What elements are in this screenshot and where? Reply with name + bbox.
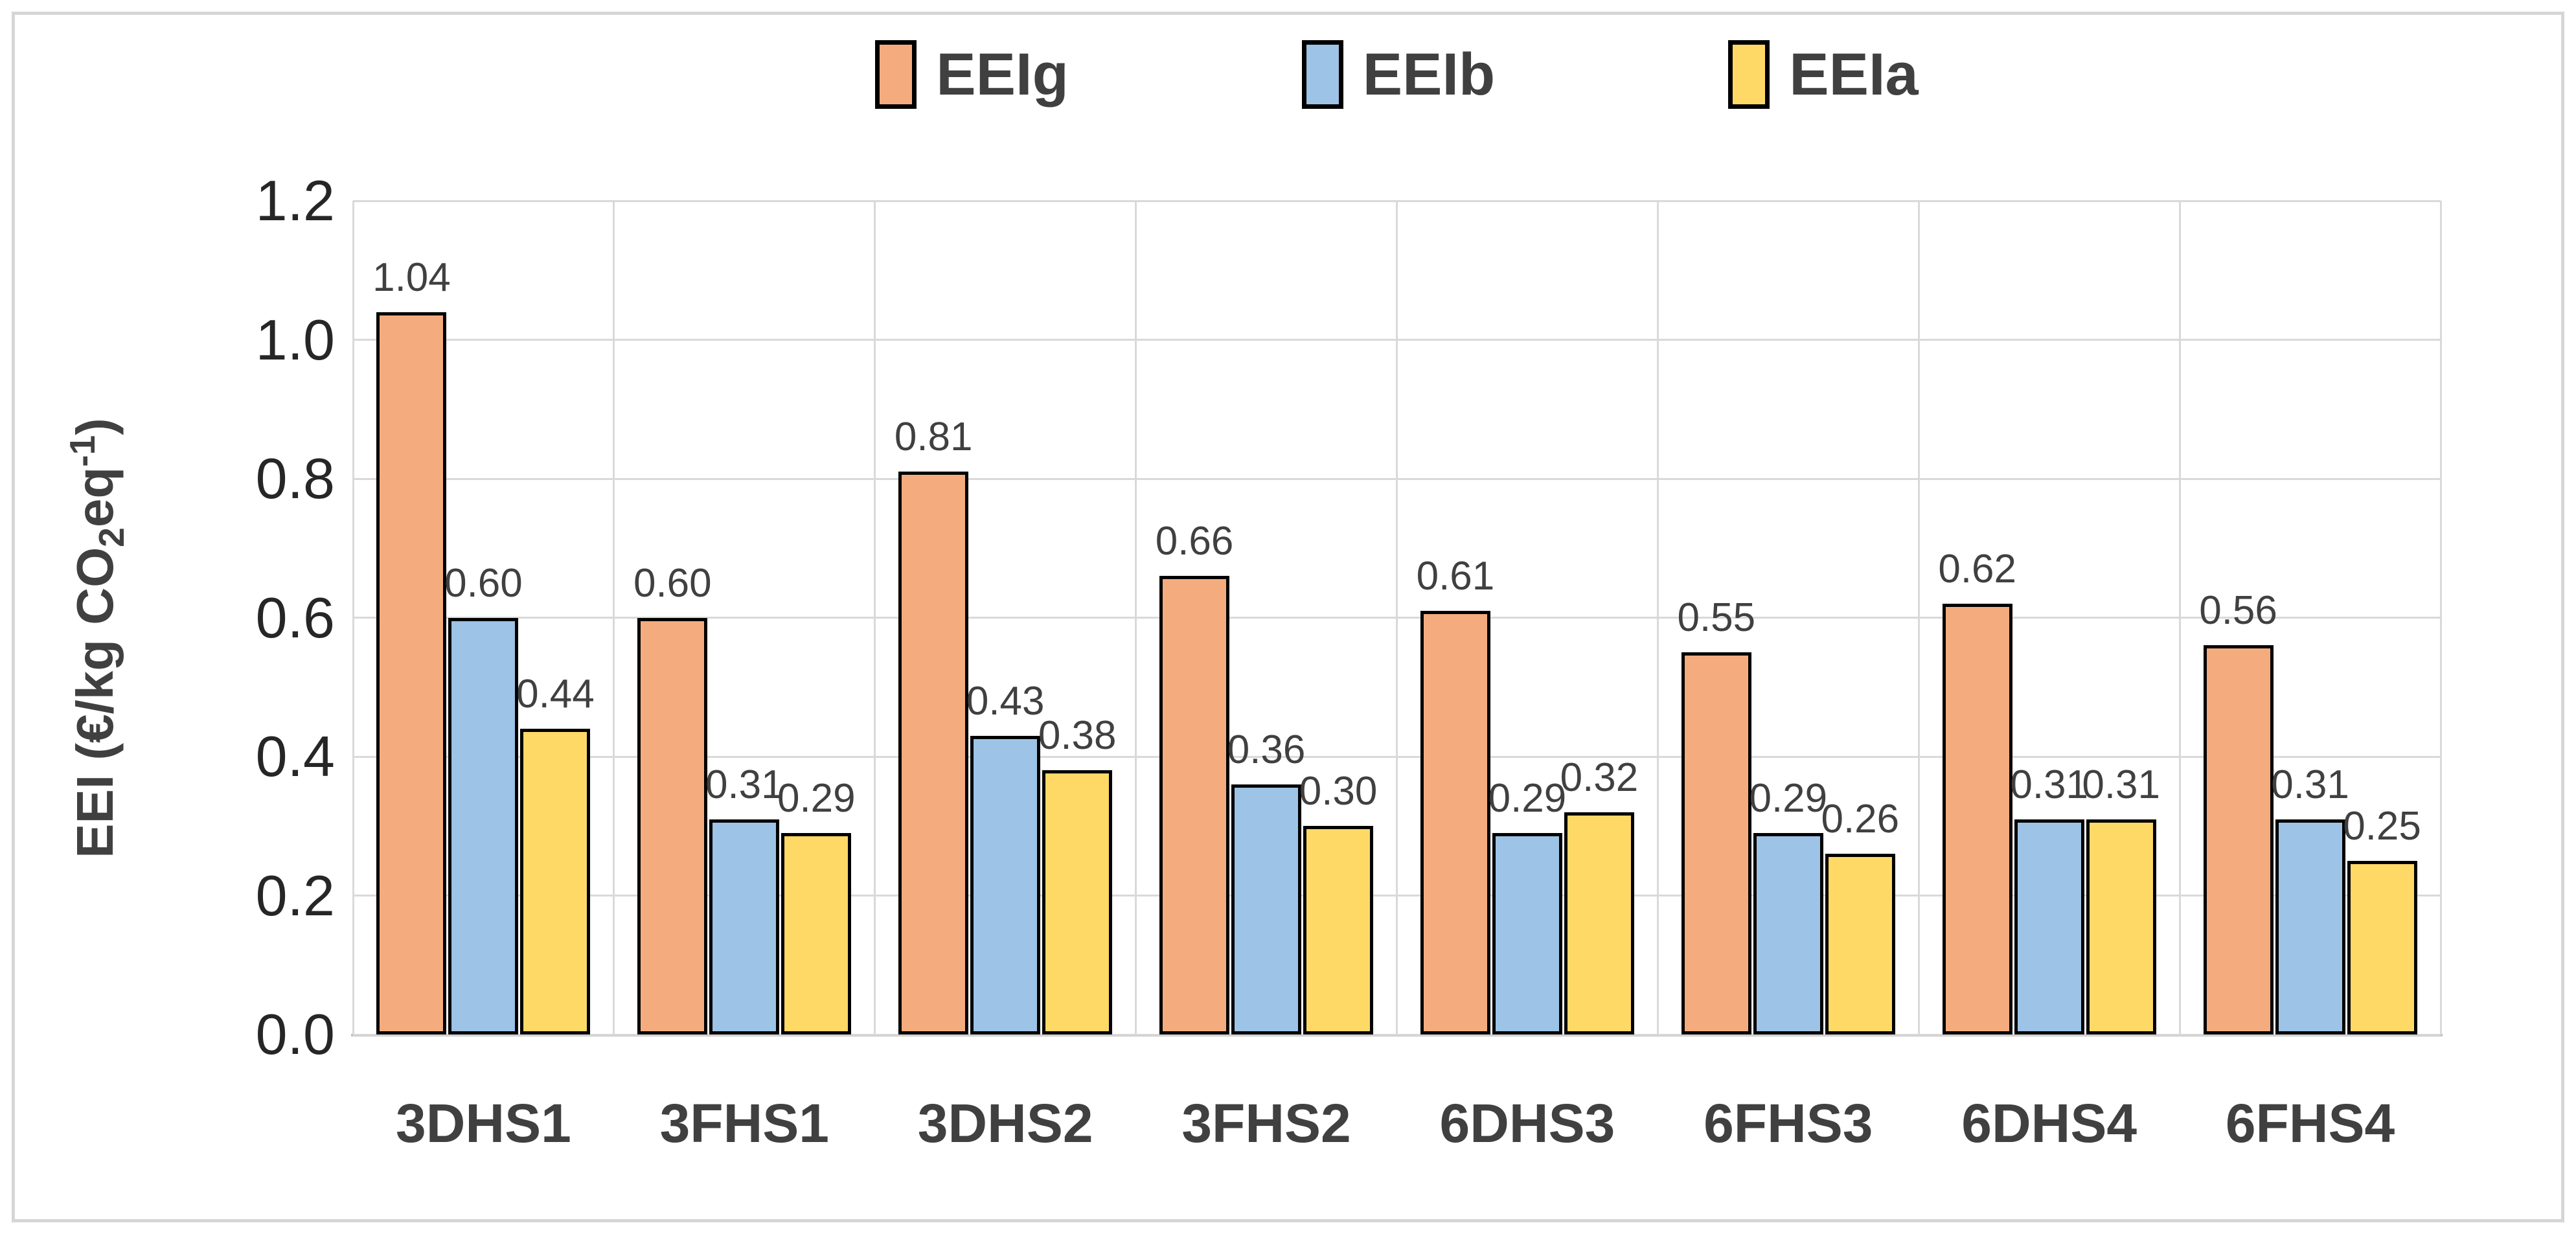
bar-EEIg-3DHS1 bbox=[376, 312, 447, 1034]
data-label-EEIb-3FHS2: 0.36 bbox=[1227, 727, 1306, 772]
bar-EEIg-6DHS4 bbox=[1942, 604, 2012, 1034]
data-label-EEIa-6FHS3: 0.26 bbox=[1821, 797, 1900, 842]
data-label-EEIb-6FHS4: 0.31 bbox=[2271, 762, 2349, 807]
bar-EEIg-3FHS2 bbox=[1159, 576, 1230, 1034]
gridline-vertical bbox=[2439, 201, 2442, 1034]
y-axis-tick-label: 1.2 bbox=[255, 168, 335, 233]
y-axis-tick-label: 0.4 bbox=[255, 724, 335, 788]
bar-EEIb-6FHS3 bbox=[1753, 832, 1823, 1034]
gridline-horizontal bbox=[353, 1033, 2441, 1036]
x-axis-label-6FHS4: 6FHS4 bbox=[2225, 1093, 2395, 1154]
data-label-EEIa-6DHS4: 0.31 bbox=[2082, 762, 2161, 807]
data-label-EEIb-6DHS4: 0.31 bbox=[2010, 762, 2089, 807]
y-axis-tick-label: 0.8 bbox=[255, 446, 335, 510]
data-label-EEIg-3FHS2: 0.66 bbox=[1155, 519, 1234, 564]
data-label-EEIg-6DHS3: 0.61 bbox=[1416, 553, 1495, 599]
bar-EEIb-6DHS3 bbox=[1492, 832, 1562, 1034]
bar-EEIa-3FHS1 bbox=[781, 832, 852, 1034]
x-axis-label-3FHS1: 3FHS1 bbox=[659, 1093, 830, 1154]
data-label-EEIa-6DHS3: 0.32 bbox=[1560, 755, 1639, 800]
plot-area: 1.04 0.60 0.44 0.60 0.31 0.29 0.81 0.43 0.38 0.66… bbox=[351, 200, 2443, 1036]
x-axis-label-6DHS4: 6DHS4 bbox=[1961, 1093, 2137, 1154]
gridline-vertical bbox=[1917, 201, 1920, 1034]
gridline-vertical bbox=[613, 201, 615, 1034]
y-axis-title-subscript: 2 bbox=[91, 527, 131, 547]
data-label-EEIa-3FHS1: 0.29 bbox=[777, 775, 856, 821]
x-axis-label-3DHS2: 3DHS2 bbox=[917, 1093, 1093, 1154]
bar-EEIg-6DHS3 bbox=[1420, 610, 1490, 1034]
data-label-EEIg-3DHS2: 0.81 bbox=[894, 415, 973, 460]
data-label-EEIg-3FHS1: 0.60 bbox=[633, 560, 712, 606]
bar-EEIb-3FHS1 bbox=[709, 819, 780, 1034]
data-label-EEIb-3DHS1: 0.60 bbox=[444, 560, 523, 606]
legend-item-EEIb: EEIb bbox=[1301, 40, 1496, 109]
y-axis-tick-label: 0.2 bbox=[255, 863, 335, 928]
data-label-EEIb-3DHS2: 0.43 bbox=[966, 678, 1045, 724]
x-axis-label-3FHS2: 3FHS2 bbox=[1181, 1093, 1351, 1154]
x-axis-label-3DHS1: 3DHS1 bbox=[396, 1093, 571, 1154]
gridline-vertical bbox=[874, 201, 876, 1034]
data-label-EEIa-3DHS2: 0.38 bbox=[1038, 713, 1117, 759]
bar-EEIa-6FHS3 bbox=[1825, 854, 1895, 1034]
legend-item-EEIg: EEIg bbox=[875, 40, 1069, 109]
bar-EEIb-3DHS2 bbox=[970, 735, 1041, 1034]
gridline-vertical bbox=[1656, 201, 1659, 1034]
bar-EEIa-3FHS2 bbox=[1303, 826, 1374, 1034]
bar-EEIa-6DHS4 bbox=[2086, 819, 2156, 1034]
gridline-vertical bbox=[2178, 201, 2181, 1034]
legend-label: EEIb bbox=[1362, 41, 1496, 108]
gridline-vertical bbox=[1396, 201, 1398, 1034]
bar-EEIa-6DHS3 bbox=[1564, 812, 1634, 1034]
data-label-EEIa-3DHS1: 0.44 bbox=[516, 672, 595, 717]
bar-EEIb-6DHS4 bbox=[2014, 819, 2084, 1034]
data-label-EEIb-3FHS1: 0.31 bbox=[705, 762, 784, 807]
x-axis-label-6DHS3: 6DHS3 bbox=[1439, 1093, 1615, 1154]
data-label-EEIg-6FHS4: 0.56 bbox=[2199, 588, 2277, 634]
bar-EEIa-6FHS4 bbox=[2347, 860, 2417, 1034]
y-axis-tick-label: 0.0 bbox=[255, 1002, 335, 1066]
data-label-EEIb-6DHS3: 0.29 bbox=[1488, 775, 1567, 821]
bar-EEIa-3DHS2 bbox=[1042, 770, 1113, 1034]
bar-EEIg-6FHS3 bbox=[1681, 652, 1751, 1034]
legend-label: EEIa bbox=[1789, 41, 1919, 108]
bar-EEIg-6FHS4 bbox=[2203, 645, 2274, 1034]
data-label-EEIg-6DHS4: 0.62 bbox=[1938, 547, 2017, 592]
gridline-vertical bbox=[1135, 201, 1137, 1034]
y-axis-tick-label: 1.0 bbox=[255, 307, 335, 372]
legend-swatch-icon bbox=[875, 40, 917, 109]
bar-EEIb-6FHS4 bbox=[2275, 819, 2345, 1034]
y-axis-tick-label: 0.6 bbox=[255, 585, 335, 650]
bar-EEIb-3DHS1 bbox=[448, 617, 519, 1034]
bar-EEIg-3DHS2 bbox=[898, 472, 969, 1034]
y-axis-title-suffix: ) bbox=[65, 418, 124, 435]
legend-label: EEIg bbox=[936, 41, 1069, 108]
data-label-EEIb-6FHS3: 0.29 bbox=[1749, 775, 1828, 821]
data-label-EEIg-6FHS3: 0.55 bbox=[1677, 595, 1756, 641]
x-axis-label-6FHS3: 6FHS3 bbox=[1704, 1093, 1873, 1154]
bar-EEIg-3FHS1 bbox=[637, 617, 708, 1034]
data-label-EEIa-3FHS2: 0.30 bbox=[1299, 769, 1378, 814]
legend: EEIg EEIb EEIa bbox=[353, 40, 2441, 109]
legend-swatch-icon bbox=[1301, 40, 1343, 109]
data-label-EEIa-6FHS4: 0.25 bbox=[2343, 803, 2421, 849]
legend-item-EEIa: EEIa bbox=[1728, 40, 1919, 109]
data-label-EEIg-3DHS1: 1.04 bbox=[372, 255, 451, 300]
bar-EEIa-3DHS1 bbox=[520, 729, 591, 1034]
legend-swatch-icon bbox=[1728, 40, 1770, 109]
gridline-vertical bbox=[352, 201, 354, 1034]
bar-EEIb-3FHS2 bbox=[1231, 784, 1302, 1034]
